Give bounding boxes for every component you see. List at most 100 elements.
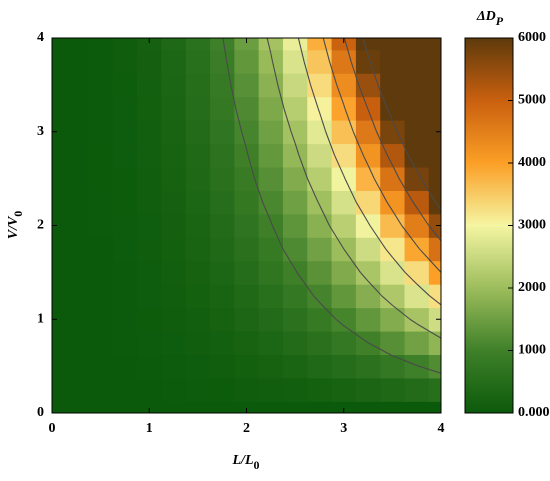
heat-cell xyxy=(137,331,162,355)
heat-cell xyxy=(137,120,162,144)
colorbar-tick-label: 0.000 xyxy=(518,405,550,420)
heat-cell xyxy=(332,331,357,355)
heat-cell xyxy=(137,97,162,121)
y-tick-label: 0 xyxy=(37,405,44,420)
heat-cell xyxy=(88,73,113,97)
heat-cell xyxy=(259,331,284,355)
heat-cell xyxy=(380,73,405,97)
heat-cell xyxy=(210,261,235,285)
x-axis-label: L/L0 xyxy=(232,453,260,472)
heat-cell xyxy=(210,308,235,332)
heat-cell xyxy=(234,378,259,402)
heat-cell xyxy=(88,190,113,214)
heat-cell xyxy=(356,214,381,238)
heat-cell xyxy=(64,190,89,214)
heat-cell xyxy=(234,261,259,285)
contour-line xyxy=(417,365,419,366)
heat-cell xyxy=(332,50,357,74)
heat-cell xyxy=(210,143,235,167)
heat-cell xyxy=(161,97,186,121)
heat-cell xyxy=(283,378,308,402)
heat-cell xyxy=(283,73,308,97)
heat-cell xyxy=(186,167,211,191)
heat-cell xyxy=(405,73,430,97)
heat-cell xyxy=(113,143,138,167)
heat-cell xyxy=(234,284,259,308)
colorbar-tick-label: 3000 xyxy=(518,218,546,233)
heat-cell xyxy=(234,308,259,332)
heat-cell xyxy=(210,120,235,144)
heat-cell xyxy=(283,143,308,167)
heat-cell xyxy=(234,331,259,355)
heat-cell xyxy=(64,143,89,167)
heat-cell xyxy=(380,284,405,308)
heat-cell xyxy=(210,50,235,74)
heat-cell xyxy=(307,190,332,214)
heat-cell xyxy=(64,308,89,332)
y-axis-label: V/V0 xyxy=(6,211,25,240)
heat-cell xyxy=(137,167,162,191)
heat-cell xyxy=(405,354,430,378)
heat-cell xyxy=(283,190,308,214)
heat-cell xyxy=(234,143,259,167)
y-tick-label: 3 xyxy=(37,124,44,139)
heat-cell xyxy=(356,308,381,332)
heat-cell xyxy=(234,190,259,214)
heat-cell xyxy=(88,378,113,402)
heat-cell xyxy=(405,378,430,402)
heat-cell xyxy=(64,73,89,97)
heat-cell xyxy=(259,261,284,285)
heat-cell xyxy=(88,167,113,191)
heat-cell xyxy=(380,378,405,402)
heat-cell xyxy=(137,261,162,285)
heat-cell xyxy=(186,331,211,355)
y-tick-label: 2 xyxy=(37,218,44,233)
x-label-main: L/L xyxy=(232,453,254,468)
heat-cell xyxy=(259,354,284,378)
heat-cell xyxy=(113,284,138,308)
heat-cell xyxy=(64,354,89,378)
heat-cell xyxy=(186,50,211,74)
heat-cell xyxy=(64,331,89,355)
heat-cell xyxy=(186,97,211,121)
heat-cell xyxy=(283,308,308,332)
heat-cell xyxy=(161,190,186,214)
heat-cell xyxy=(283,284,308,308)
heat-cell xyxy=(405,261,430,285)
heat-cell xyxy=(161,284,186,308)
heat-cell xyxy=(113,73,138,97)
heat-cell xyxy=(332,120,357,144)
heat-cell xyxy=(64,237,89,261)
heat-cell xyxy=(88,308,113,332)
heat-cell xyxy=(307,97,332,121)
heat-cell xyxy=(161,50,186,74)
colorbar-title-sub: P xyxy=(496,14,504,28)
heat-cell xyxy=(161,261,186,285)
heat-cell xyxy=(113,378,138,402)
heat-cell xyxy=(405,97,430,121)
heat-cell xyxy=(283,354,308,378)
heat-cell xyxy=(113,331,138,355)
heat-cell xyxy=(332,354,357,378)
heat-cell xyxy=(186,73,211,97)
heat-cell xyxy=(356,354,381,378)
y-label-main: V/V xyxy=(6,215,21,239)
heat-cell xyxy=(113,97,138,121)
heat-cell xyxy=(234,50,259,74)
y-label-sub: 0 xyxy=(11,211,25,217)
heat-cell xyxy=(64,261,89,285)
heat-cell xyxy=(137,354,162,378)
heat-cell xyxy=(161,378,186,402)
heat-cell xyxy=(356,50,381,74)
heat-cell xyxy=(283,237,308,261)
heat-cell xyxy=(332,284,357,308)
heat-cell xyxy=(307,331,332,355)
x-tick-label: 0 xyxy=(49,421,56,436)
heat-cell xyxy=(137,284,162,308)
heat-cell xyxy=(356,378,381,402)
heat-cell xyxy=(186,308,211,332)
heat-cell xyxy=(259,120,284,144)
heat-cell xyxy=(210,284,235,308)
x-label-sub: 0 xyxy=(254,458,260,472)
